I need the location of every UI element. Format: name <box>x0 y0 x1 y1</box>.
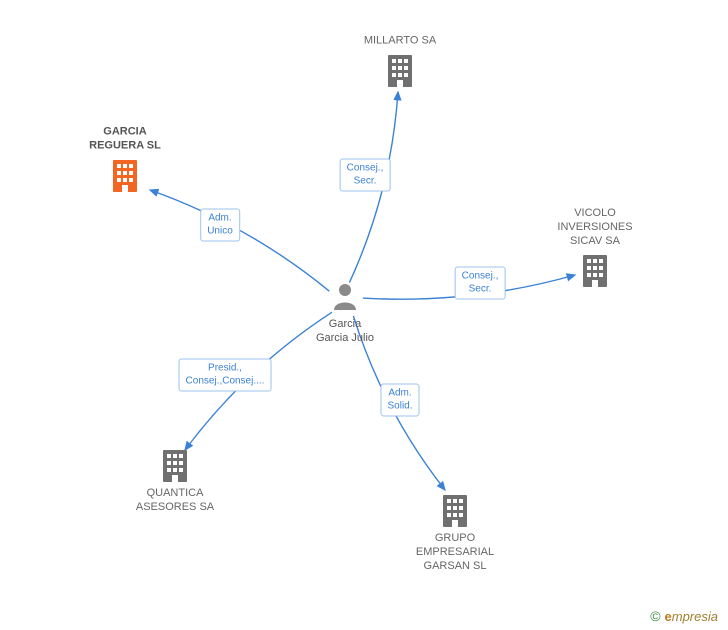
brand-name: empresia <box>665 609 718 624</box>
node-label: VICOLO INVERSIONES SICAV SA <box>557 207 632 248</box>
watermark: © empresia <box>650 608 718 624</box>
edge-label: Adm. Solid. <box>380 384 419 417</box>
edge-label: Adm. Unico <box>200 209 240 242</box>
labels-layer: Adm. Unico Consej., Secr. Consej., Secr. Ad… <box>0 0 728 630</box>
diagram-canvas: Adm. Unico Consej., Secr. Consej., Secr. Ad… <box>0 0 728 630</box>
edge-label: Consej., Secr. <box>340 159 391 192</box>
edge-label: Consej., Secr. <box>455 267 506 300</box>
copyright-symbol: © <box>650 608 660 624</box>
node-label: GARCIA REGUERA SL <box>89 126 161 154</box>
center-node-label: Garcia Garcia Julio <box>316 318 374 346</box>
node-label: QUANTICA ASESORES SA <box>136 487 214 515</box>
node-label: MILLARTO SA <box>364 34 436 48</box>
node-label: GRUPO EMPRESARIAL GARSAN SL <box>416 532 494 573</box>
edge-label: Presid., Consej.,Consej.... <box>179 359 272 392</box>
